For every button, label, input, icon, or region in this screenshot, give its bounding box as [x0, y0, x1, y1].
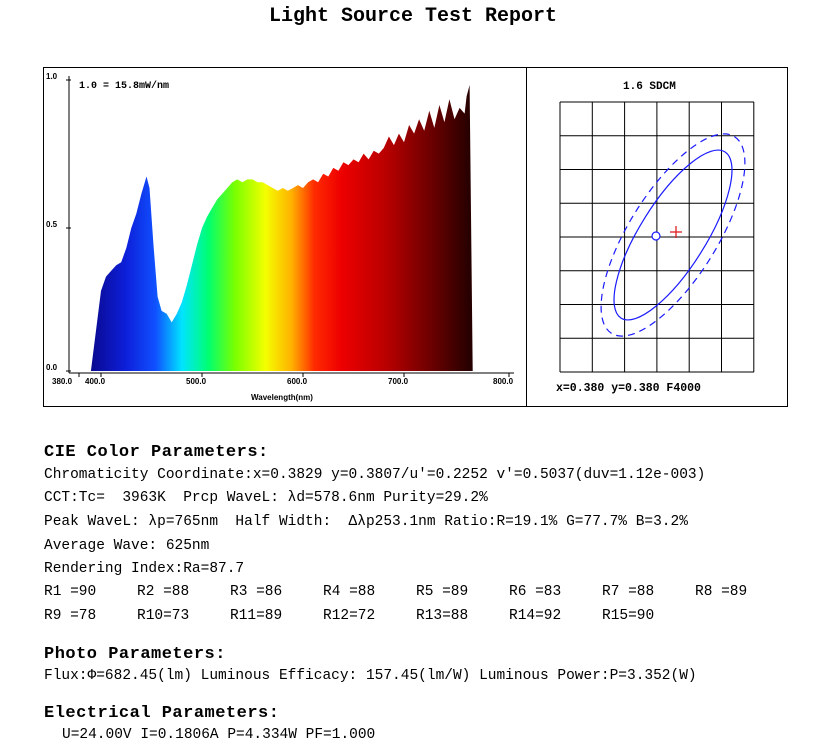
panel-divider	[526, 67, 527, 407]
cct-line: CCT:Tc= 3963K Prcp WaveL: λd=578.6nm Pur…	[44, 490, 488, 506]
x-tick-label: 800.0	[493, 377, 514, 386]
r-value: R15=90	[602, 608, 655, 624]
chart-axes	[68, 76, 514, 374]
sdcm-grid	[559, 101, 755, 373]
y-ticks: 0.0 0.5 1.0	[46, 72, 71, 372]
r-value: R4 =88	[323, 584, 376, 600]
sdcm-readout: x=0.380 y=0.380 F4000	[556, 382, 701, 395]
electrical-values-line: U=24.00V I=0.1806A P=4.334W PF=1.000	[62, 727, 376, 743]
target-point-icon	[651, 231, 661, 241]
r-value: R10=73	[137, 608, 190, 624]
r-value: R5 =89	[416, 584, 469, 600]
rendering-index-line: Rendering Index:Ra=87.7	[44, 561, 245, 577]
peak-line: Peak WaveL: λp=765nm Half Width: Δλp253.…	[44, 514, 688, 530]
r-value: R1 =90	[44, 584, 97, 600]
r-value: R13=88	[416, 608, 469, 624]
scale-label: 1.0 = 15.8mW/nm	[79, 80, 169, 92]
x-axis-label: Wavelength(nm)	[251, 393, 313, 402]
chromaticity-line: Chromaticity Coordinate:x=0.3829 y=0.380…	[44, 467, 706, 483]
sdcm-chart: 1.6 SDCM x=0.380 y=0.380 F4000	[556, 81, 755, 395]
x-ticks: 380.0 400.0 500.0 600.0 700.0 800.0	[52, 373, 514, 386]
spectrum-chart: 1.0 = 15.8mW/nm 0.0 0.5 1.0 380.0 400.0 500.…	[46, 72, 514, 402]
average-wave-line: Average Wave: 625nm	[44, 538, 210, 554]
r-value: R7 =88	[602, 584, 655, 600]
r-value: R14=92	[509, 608, 562, 624]
r-value: R3 =86	[230, 584, 283, 600]
x-tick-label: 400.0	[85, 377, 106, 386]
y-tick-label: 0.0	[46, 363, 58, 372]
photo-heading: Photo Parameters:	[44, 645, 226, 664]
measured-point-icon	[670, 226, 682, 238]
sdcm-ellipses	[600, 133, 746, 337]
outer-ellipse-dashed	[600, 133, 746, 337]
sdcm-label: 1.6 SDCM	[623, 81, 676, 93]
spectrum-area	[90, 85, 475, 371]
y-tick-label: 1.0	[46, 72, 58, 81]
electrical-heading: Electrical Parameters:	[44, 704, 280, 723]
r-value: R8 =89	[695, 584, 748, 600]
x-tick-label: 380.0	[52, 377, 73, 386]
cie-heading: CIE Color Parameters:	[44, 443, 269, 462]
flux-line: Flux:Φ=682.45(lm) Luminous Efficacy: 157…	[44, 668, 697, 684]
r-value: R9 =78	[44, 608, 97, 624]
r-value: R11=89	[230, 608, 283, 624]
inner-ellipse	[613, 149, 733, 321]
r-value: R2 =88	[137, 584, 190, 600]
y-tick-label: 0.5	[46, 220, 58, 229]
x-tick-label: 500.0	[186, 377, 207, 386]
report-title: Light Source Test Report	[268, 5, 558, 28]
chart-panel	[43, 67, 788, 407]
r-value: R6 =83	[509, 584, 562, 600]
x-tick-label: 700.0	[388, 377, 409, 386]
x-tick-label: 600.0	[287, 377, 308, 386]
r-value: R12=72	[323, 608, 376, 624]
